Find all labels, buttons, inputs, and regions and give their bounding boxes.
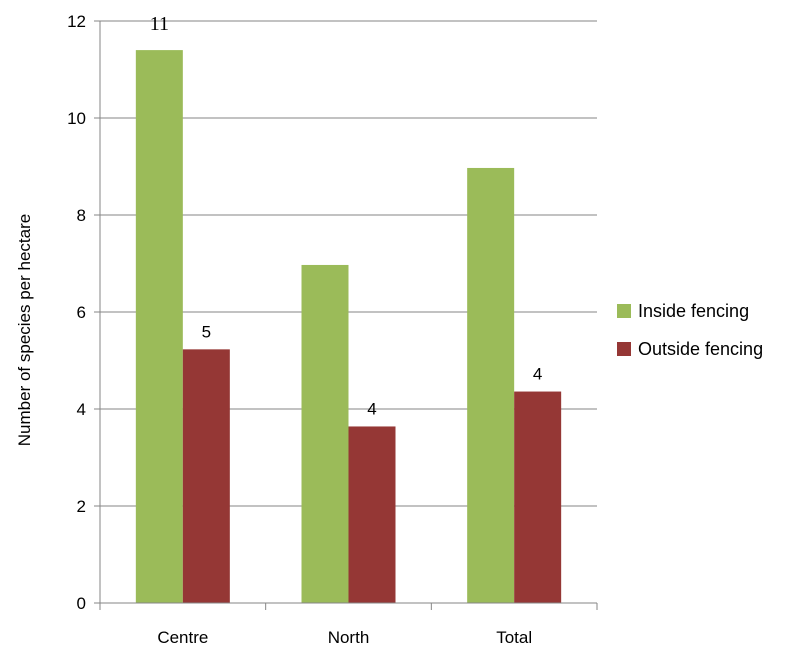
legend-swatch bbox=[617, 342, 631, 356]
data-label: 4 bbox=[367, 399, 376, 418]
y-axis-ticks: 0 2 4 6 8 10 12 bbox=[67, 12, 100, 613]
y-tick-label: 12 bbox=[67, 12, 86, 31]
data-labels: 11 5 4 4 bbox=[150, 13, 543, 418]
x-category-label: Centre bbox=[157, 628, 208, 646]
bar-outside-fencing-north bbox=[348, 426, 396, 603]
y-tick-label: 0 bbox=[77, 594, 86, 613]
data-label: 5 bbox=[202, 322, 211, 341]
legend-label: Outside fencing bbox=[638, 339, 763, 359]
y-tick-label: 2 bbox=[77, 497, 86, 516]
legend-label: Inside fencing bbox=[638, 301, 749, 321]
bar-outside-fencing-centre bbox=[182, 349, 230, 603]
bar-inside-fencing-total bbox=[467, 167, 515, 603]
x-category-label: Total bbox=[496, 628, 532, 646]
legend-swatch bbox=[617, 304, 631, 318]
x-category-label: North bbox=[328, 628, 370, 646]
bars bbox=[135, 50, 562, 604]
y-tick-label: 6 bbox=[77, 303, 86, 322]
bar-inside-fencing-north bbox=[301, 264, 349, 603]
axes bbox=[99, 21, 597, 604]
data-label: 4 bbox=[533, 365, 542, 384]
y-tick-label: 8 bbox=[77, 206, 86, 225]
bar-inside-fencing-centre bbox=[135, 50, 183, 604]
legend: Inside fencing Outside fencing bbox=[617, 301, 763, 359]
bar-outside-fencing-total bbox=[514, 391, 562, 603]
y-tick-label: 10 bbox=[67, 109, 86, 128]
y-axis-title: Number of species per hectare bbox=[15, 214, 34, 446]
y-tick-label: 4 bbox=[77, 400, 86, 419]
data-label: 11 bbox=[150, 13, 169, 35]
x-axis-ticks: Centre North Total bbox=[99, 603, 598, 646]
